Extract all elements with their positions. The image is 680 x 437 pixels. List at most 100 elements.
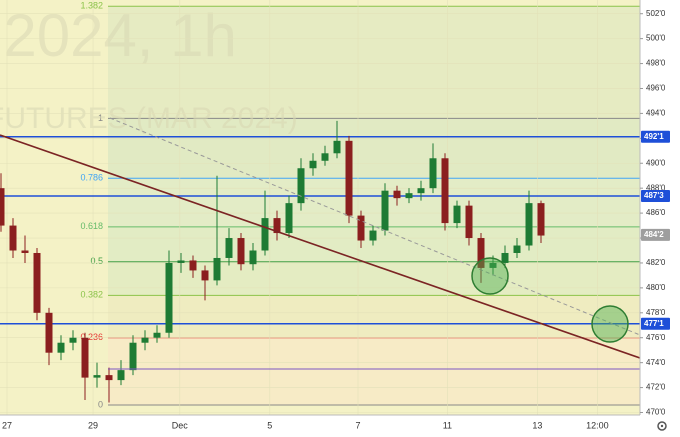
candle-body: [501, 252, 509, 263]
y-tick-label: 496'0: [646, 84, 666, 93]
candle-body: [189, 260, 197, 271]
candle-body: [165, 262, 173, 333]
fib-zone: [108, 178, 640, 227]
fib-level-label: 0.5: [90, 256, 103, 266]
highlight-circle: [471, 257, 509, 295]
candle-body: [117, 370, 125, 381]
fib-zone: [108, 261, 640, 296]
candle-body: [309, 160, 317, 169]
fib-level-label: 1.382: [80, 1, 103, 11]
candle-body: [153, 332, 161, 338]
level-tag: [641, 317, 670, 330]
candle-body: [357, 215, 365, 241]
y-tick-label: 490'0: [646, 158, 666, 167]
y-tick-label: 482'0: [646, 258, 666, 267]
y-tick-label: 488'0: [646, 183, 666, 192]
x-tick-label: 29: [88, 420, 98, 430]
candle-body: [285, 203, 293, 234]
candle-body: [237, 238, 245, 265]
candle-body: [417, 188, 425, 194]
fib-level-label: 0.618: [80, 221, 103, 231]
candle-body: [453, 205, 461, 224]
fib-level-label: 0.236: [80, 332, 103, 342]
watermark: H2024, 1h: [0, 2, 237, 69]
level-label: 492'1: [644, 132, 664, 141]
candle-body: [177, 260, 185, 263]
fib-zones: 1.382 1 0.786 0.618 0.5 0.382 0.236 0: [80, 1, 640, 409]
candle-body: [513, 245, 521, 253]
candle-body: [297, 168, 305, 204]
candle-body: [321, 153, 329, 161]
y-tick-label: 502'0: [646, 9, 666, 18]
level-tag: [641, 130, 670, 143]
candle-body: [93, 375, 101, 378]
y-tick-label: 480'0: [646, 283, 666, 292]
x-tick-label: 7: [355, 420, 360, 430]
fib-zone: [108, 295, 640, 338]
settings-icon[interactable]: [657, 421, 667, 431]
x-tick-label: 27: [2, 420, 12, 430]
y-tick-label: 474'0: [646, 358, 666, 367]
candle-body: [537, 203, 545, 236]
candle-body: [9, 225, 17, 251]
fib-trend-line: [109, 117, 641, 336]
y-tick-label: 500'0: [646, 34, 666, 43]
candle-body: [33, 252, 41, 313]
fib-zone: [108, 118, 640, 179]
x-tick-label: 13: [532, 420, 542, 430]
fib-zone: [108, 337, 640, 406]
candle-body: [201, 270, 209, 281]
candle-body: [261, 218, 269, 251]
candle-body: [441, 158, 449, 224]
y-tick-label: 494'0: [646, 109, 666, 118]
candle-body: [405, 193, 413, 199]
y-tick-label: 472'0: [646, 383, 666, 392]
candle-body: [465, 205, 473, 239]
candle-body: [345, 140, 353, 216]
highlight-circle: [591, 305, 629, 343]
time-axis: [0, 415, 640, 437]
level-label: 487'3: [644, 191, 664, 200]
fib-level-label: 0.786: [80, 173, 103, 183]
candle-body: [57, 342, 65, 353]
y-tick-label: 476'0: [646, 333, 666, 342]
y-tick-label: 486'0: [646, 208, 666, 217]
candle-body: [69, 337, 77, 343]
chart-layer: [0, 0, 640, 415]
candle-body: [489, 262, 497, 268]
candle-body: [249, 250, 257, 265]
candle-body: [393, 190, 401, 199]
x-tick-label: Dec: [172, 420, 189, 430]
fib-level-label: 1: [98, 113, 103, 123]
candle-body: [429, 158, 437, 189]
candle-body: [477, 238, 485, 268]
candle-body: [129, 342, 137, 371]
candle-body: [213, 257, 221, 281]
x-tick-label: 11: [443, 420, 452, 430]
candle-body: [525, 203, 533, 246]
candle-body: [369, 230, 377, 241]
candle-body: [21, 250, 29, 253]
last-price-label: 484'2: [644, 230, 664, 239]
level-label: 477'1: [644, 319, 664, 328]
y-tick-label: 478'0: [646, 308, 666, 317]
price-axis: [640, 0, 680, 437]
x-tick-label: 12:00: [586, 420, 609, 430]
fib-level-label: 0.382: [80, 290, 103, 300]
x-tick-label: 5: [267, 420, 272, 430]
level-tag: [641, 189, 670, 202]
fib-zone: [108, 6, 640, 119]
candle-body: [105, 375, 113, 381]
candle-body: [333, 140, 341, 154]
last-price-tag: [641, 228, 670, 241]
y-tick-label: 470'0: [646, 408, 666, 417]
candle-body: [273, 218, 281, 234]
trend-line: [0, 134, 641, 359]
candle-body: [81, 337, 89, 378]
fib-level-label: 0: [98, 399, 103, 409]
candle-body: [0, 188, 5, 226]
y-tick-label: 498'0: [646, 59, 666, 68]
candle-body: [381, 190, 389, 231]
watermark-subtitle: FUTURES (MAR 2024): [0, 102, 298, 135]
